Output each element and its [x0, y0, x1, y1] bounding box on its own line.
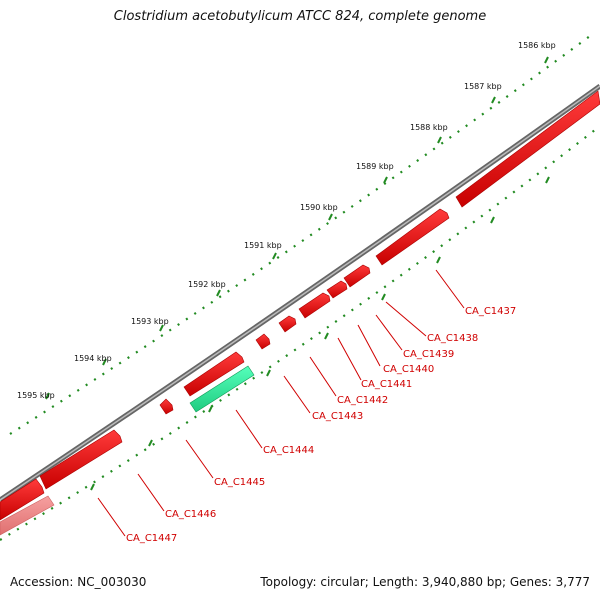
- inner-tick-mark: [436, 256, 441, 264]
- leader-ca-c1441: [337, 337, 362, 381]
- inner-tick-mark: [490, 216, 495, 224]
- gene-ca-c1444[interactable]: [189, 365, 255, 413]
- gene-ca-c1441[interactable]: [298, 292, 331, 319]
- kbp-tick-mark: [491, 96, 496, 104]
- leader-ca-c1439: [375, 314, 403, 351]
- kbp-ticks: 1586 kbp 1587 kbp 1588 kbp 1589 kbp 1590…: [17, 41, 556, 491]
- gene-ca-c1442[interactable]: [278, 315, 297, 333]
- gene-label: CA_C1443: [312, 411, 363, 422]
- kbp-tick-label: 1587 kbp: [464, 82, 502, 91]
- gene-partial-left[interactable]: [0, 478, 45, 521]
- inner-tick-mark: [381, 293, 386, 301]
- genome-stats-text: Topology: circular; Length: 3,940,880 bp…: [260, 575, 590, 589]
- gene-ca-c1438[interactable]: [375, 208, 450, 266]
- kbp-tick-mark: [159, 324, 164, 332]
- gene-label: CA_C1446: [165, 509, 216, 520]
- kbp-tick-mark: [272, 252, 277, 260]
- kbp-tick-mark: [544, 56, 549, 64]
- gene-label: CA_C1444: [263, 445, 314, 456]
- leader-ca-c1442: [309, 356, 337, 397]
- gene-labels: CA_C1437 CA_C1438 CA_C1439 CA_C1440 CA_C…: [126, 306, 516, 544]
- kbp-tick-label: 1590 kbp: [300, 203, 338, 212]
- inner-tick-ring: [0, 125, 600, 541]
- kbp-tick-label: 1595 kbp: [17, 391, 55, 400]
- gene-label: CA_C1439: [403, 349, 454, 360]
- kbp-tick-label: 1588 kbp: [410, 123, 448, 132]
- inner-tick-mark: [266, 369, 271, 377]
- gene-ca-c1447[interactable]: [39, 429, 123, 490]
- kbp-tick-label: 1593 kbp: [131, 317, 169, 326]
- outer-tick-ring: [9, 35, 591, 435]
- inner-tick-mark: [90, 483, 95, 491]
- kbp-tick-mark: [328, 213, 333, 221]
- leader-ca-c1447: [97, 497, 126, 537]
- gene-partial-left-pink[interactable]: [0, 495, 55, 536]
- kbp-tick-label: 1589 kbp: [356, 162, 394, 171]
- leader-ca-c1438: [385, 301, 427, 337]
- leader-ca-c1437: [435, 269, 465, 309]
- kbp-tick-mark: [437, 136, 442, 144]
- leader-ca-c1445: [185, 439, 214, 479]
- genome-backbone: [0, 83, 600, 503]
- kbp-tick-label: 1592 kbp: [188, 280, 226, 289]
- inner-tick-mark: [208, 405, 213, 413]
- gene-ca-c1437[interactable]: [455, 90, 600, 208]
- kbp-tick-label: 1591 kbp: [244, 241, 282, 250]
- gene-ca-c1439[interactable]: [343, 264, 371, 288]
- leader-ca-c1446: [137, 473, 165, 512]
- kbp-tick-mark: [383, 176, 388, 184]
- gene-ca-c1443[interactable]: [255, 333, 271, 350]
- leader-ca-c1443: [283, 375, 311, 414]
- kbp-tick-mark: [216, 289, 221, 297]
- gene-label: CA_C1437: [465, 306, 516, 317]
- map-title: Clostridium acetobutylicum ATCC 824, com…: [113, 9, 487, 24]
- inner-tick-mark: [324, 332, 329, 340]
- genome-backbone-highlight: [0, 85, 600, 501]
- kbp-tick-mark: [45, 392, 50, 400]
- gene-label: CA_C1440: [383, 364, 434, 375]
- inner-tick-mark: [545, 176, 550, 184]
- leader-ca-c1444: [235, 409, 263, 449]
- gene-ca-c1445[interactable]: [183, 351, 245, 397]
- gene-label: CA_C1445: [214, 477, 265, 488]
- gene-label: CA_C1438: [427, 333, 478, 344]
- kbp-tick-label: 1586 kbp: [518, 41, 556, 50]
- gene-label: CA_C1447: [126, 533, 177, 544]
- leader-ca-c1440: [357, 324, 381, 367]
- kbp-tick-label: 1594 kbp: [74, 354, 112, 363]
- accession-text: Accession: NC_003030: [10, 575, 147, 589]
- gene-features: [0, 90, 600, 536]
- gene-ca-c1440[interactable]: [326, 280, 348, 299]
- gene-label: CA_C1441: [361, 379, 412, 390]
- inner-tick-mark: [148, 439, 153, 447]
- gene-ca-c1446[interactable]: [159, 398, 174, 415]
- kbp-tick-mark: [102, 358, 107, 366]
- gene-label: CA_C1442: [337, 395, 388, 406]
- gene-label-leaders: [97, 269, 465, 537]
